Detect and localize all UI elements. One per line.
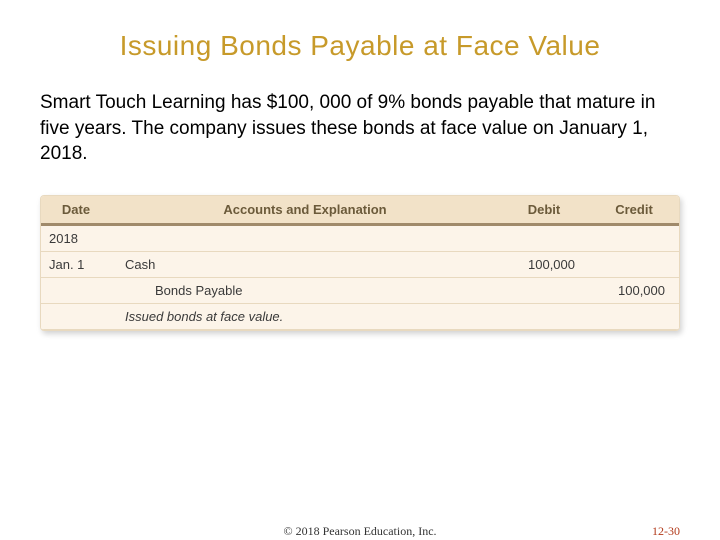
table-row: Issued bonds at face value. <box>41 303 679 329</box>
table-row: Jan. 1 Cash 100,000 <box>41 251 679 277</box>
journal-table: Date Accounts and Explanation Debit Cred… <box>41 196 679 330</box>
journal-border: Date Accounts and Explanation Debit Cred… <box>40 195 680 331</box>
cell-empty <box>499 224 589 251</box>
journal-entry-figure: Date Accounts and Explanation Debit Cred… <box>40 195 680 331</box>
footer-page-number: 12-30 <box>652 524 680 539</box>
cell-empty <box>41 277 111 303</box>
cell-empty <box>499 277 589 303</box>
cell-credit-account: Bonds Payable <box>111 277 499 303</box>
cell-entry-date: Jan. 1 <box>41 251 111 277</box>
cell-empty <box>589 251 679 277</box>
col-header-date: Date <box>41 196 111 225</box>
cell-explanation: Issued bonds at face value. <box>111 303 499 329</box>
cell-debit-account: Cash <box>111 251 499 277</box>
slide-title: Issuing Bonds Payable at Face Value <box>40 30 680 62</box>
slide: Issuing Bonds Payable at Face Value Smar… <box>0 0 720 540</box>
cell-year: 2018 <box>41 224 111 251</box>
cell-empty <box>499 303 589 329</box>
col-header-accounts: Accounts and Explanation <box>111 196 499 225</box>
table-row: Bonds Payable 100,000 <box>41 277 679 303</box>
col-header-debit: Debit <box>499 196 589 225</box>
cell-credit-amount: 100,000 <box>589 277 679 303</box>
cell-empty <box>589 303 679 329</box>
cell-empty <box>589 224 679 251</box>
cell-empty <box>41 303 111 329</box>
cell-debit-amount: 100,000 <box>499 251 589 277</box>
table-row: 2018 <box>41 224 679 251</box>
col-header-credit: Credit <box>589 196 679 225</box>
footer-copyright: © 2018 Pearson Education, Inc. <box>0 524 720 539</box>
body-paragraph: Smart Touch Learning has $100, 000 of 9%… <box>40 90 680 167</box>
cell-empty <box>111 224 499 251</box>
table-header-row: Date Accounts and Explanation Debit Cred… <box>41 196 679 225</box>
